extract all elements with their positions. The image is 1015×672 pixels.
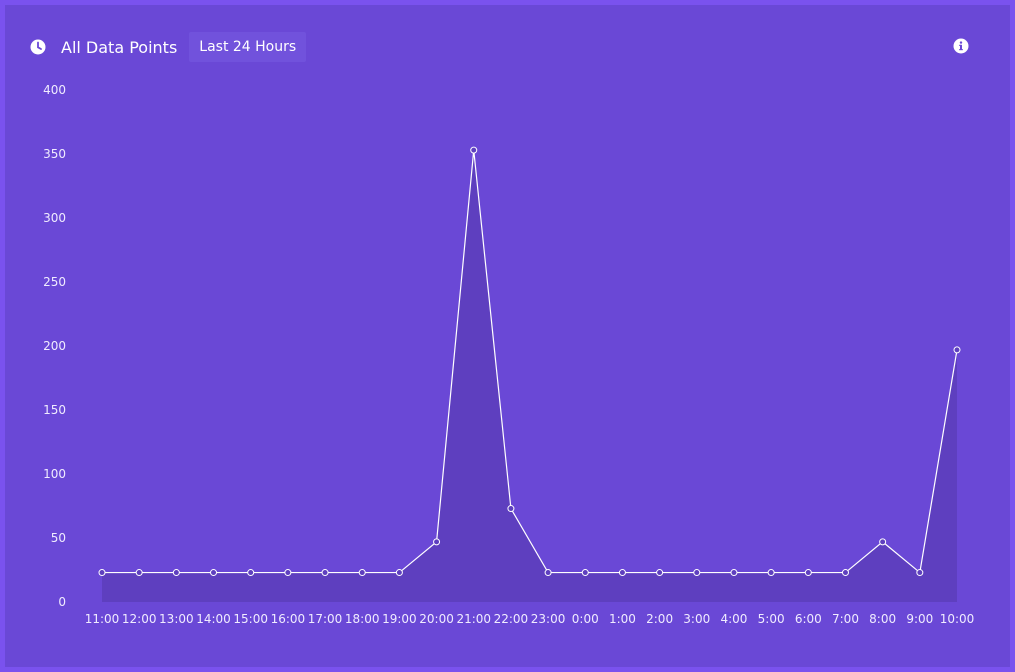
y-tick-label: 400 — [43, 83, 66, 97]
x-tick-label: 11:00 — [85, 612, 120, 626]
series-area — [102, 150, 957, 602]
data-point[interactable] — [544, 569, 552, 577]
data-point[interactable] — [804, 569, 812, 577]
data-point[interactable] — [358, 569, 366, 577]
y-tick-label: 300 — [43, 211, 66, 225]
data-point[interactable] — [618, 569, 626, 577]
y-tick-label: 250 — [43, 275, 66, 289]
x-tick-label: 23:00 — [531, 612, 566, 626]
chart-title: All Data Points — [61, 37, 178, 57]
y-tick-label: 200 — [43, 339, 66, 353]
data-point[interactable] — [172, 569, 180, 577]
data-point[interactable] — [247, 569, 255, 577]
x-tick-label: 21:00 — [456, 612, 491, 626]
data-point[interactable] — [879, 538, 887, 546]
y-tick-label: 100 — [43, 467, 66, 481]
x-tick-label: 4:00 — [720, 612, 747, 626]
series-line — [102, 150, 958, 574]
x-tick-label: 18:00 — [345, 612, 380, 626]
data-point[interactable] — [284, 569, 292, 577]
chart-header: All Data Points Last 24 Hours — [30, 32, 307, 62]
data-point[interactable] — [656, 569, 664, 577]
data-point[interactable] — [767, 569, 775, 577]
x-tick-label: 9:00 — [906, 612, 933, 626]
y-tick-label: 0 — [58, 595, 66, 609]
info-icon[interactable] — [953, 38, 969, 54]
data-point[interactable] — [693, 569, 701, 577]
y-tick-label: 350 — [43, 147, 66, 161]
data-point[interactable] — [395, 569, 403, 577]
x-tick-label: 16:00 — [271, 612, 306, 626]
data-point[interactable] — [916, 569, 924, 577]
x-tick-label: 20:00 — [419, 612, 454, 626]
x-tick-label: 7:00 — [832, 612, 859, 626]
x-tick-label: 8:00 — [869, 612, 896, 626]
data-point[interactable] — [581, 569, 589, 577]
x-tick-label: 15:00 — [233, 612, 268, 626]
x-tick-label: 5:00 — [758, 612, 785, 626]
data-point[interactable] — [98, 569, 106, 577]
time-range-button[interactable]: Last 24 Hours — [189, 32, 307, 62]
data-point[interactable] — [321, 569, 329, 577]
data-point[interactable] — [470, 146, 478, 154]
data-point[interactable] — [507, 505, 515, 513]
x-tick-label: 6:00 — [795, 612, 822, 626]
data-point[interactable] — [433, 538, 441, 546]
x-tick-label: 12:00 — [122, 612, 157, 626]
data-point[interactable] — [210, 569, 218, 577]
data-point[interactable] — [135, 569, 143, 577]
x-tick-label: 2:00 — [646, 612, 673, 626]
data-point[interactable] — [730, 569, 738, 577]
y-tick-label: 150 — [43, 403, 66, 417]
x-tick-label: 10:00 — [940, 612, 975, 626]
x-tick-label: 22:00 — [494, 612, 529, 626]
data-point[interactable] — [953, 346, 961, 354]
x-tick-label: 1:00 — [609, 612, 636, 626]
x-tick-label: 17:00 — [308, 612, 343, 626]
x-tick-label: 19:00 — [382, 612, 417, 626]
x-tick-label: 13:00 — [159, 612, 194, 626]
data-point[interactable] — [841, 569, 849, 577]
y-tick-label: 50 — [51, 531, 66, 545]
clock-icon — [30, 39, 46, 55]
x-tick-label: 3:00 — [683, 612, 710, 626]
x-tick-label: 0:00 — [572, 612, 599, 626]
x-tick-label: 14:00 — [196, 612, 231, 626]
